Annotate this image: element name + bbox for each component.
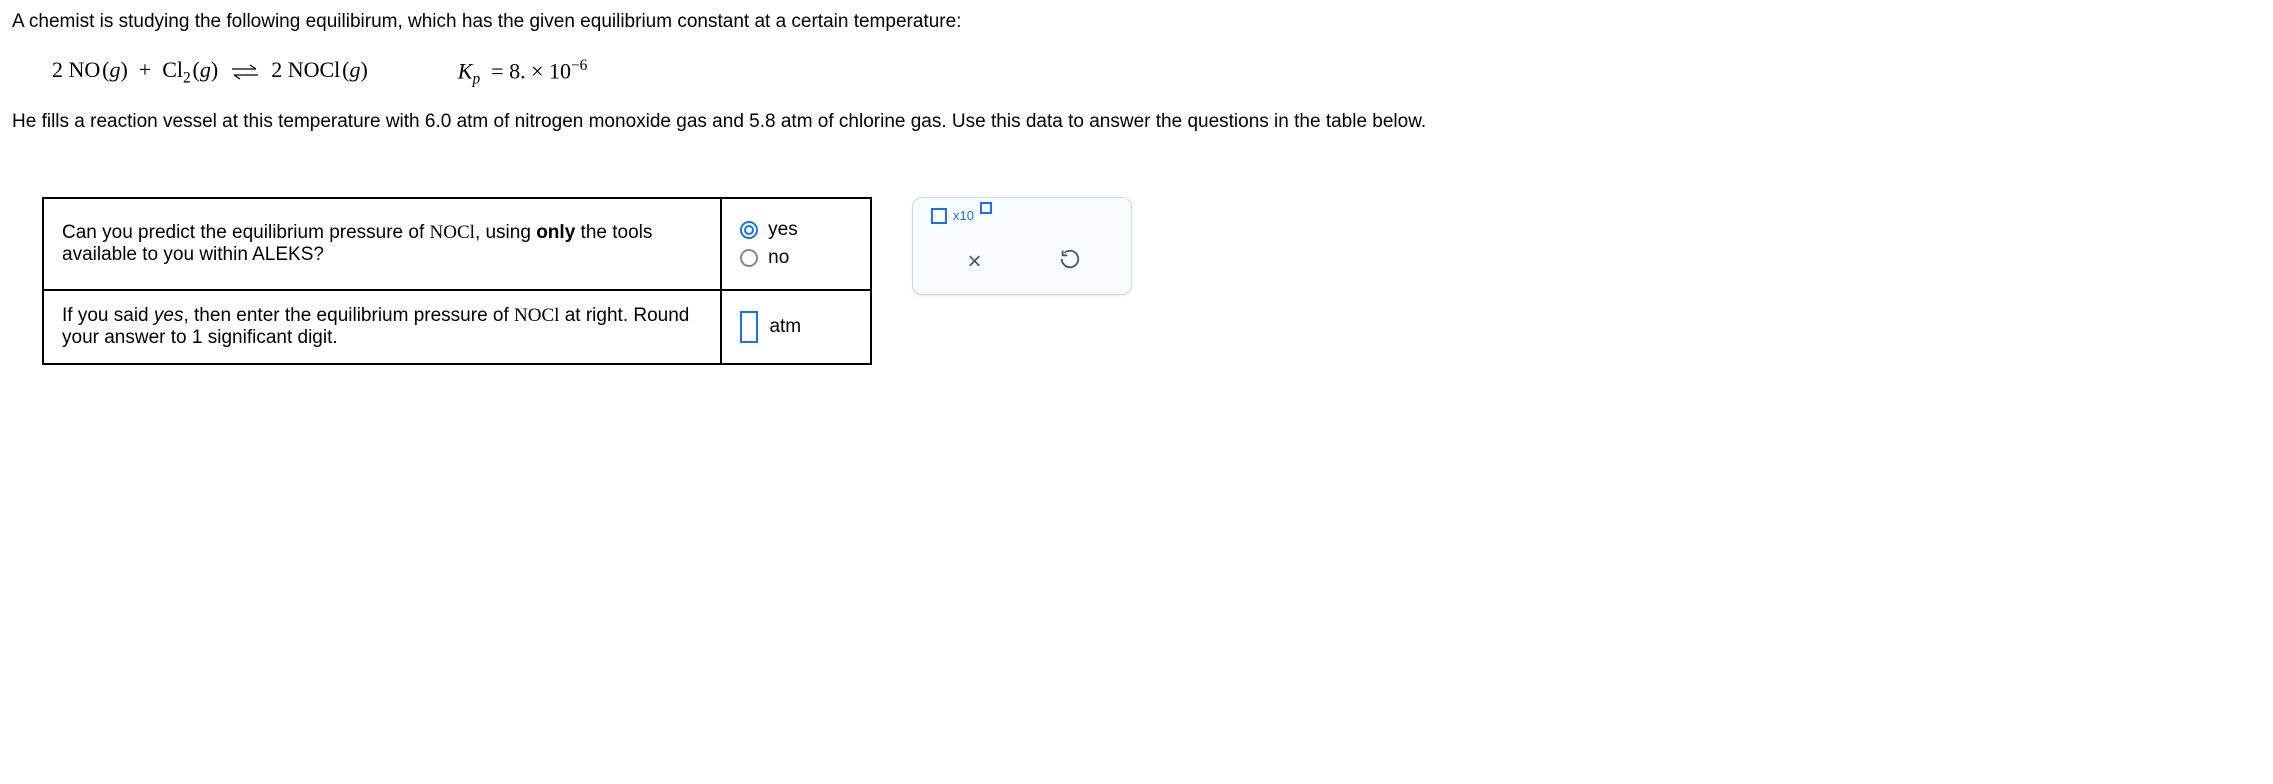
radio-yes[interactable]: [740, 221, 758, 239]
problem-statement: A chemist is studying the following equi…: [12, 8, 2261, 37]
problem-continuation: He fills a reaction vessel at this tempe…: [12, 108, 2261, 137]
problem-line-1: A chemist is studying the following equi…: [12, 11, 961, 32]
unit-label: atm: [769, 316, 801, 337]
mantissa-box-icon[interactable]: [931, 208, 947, 224]
close-icon: ×: [967, 248, 981, 276]
q2-text-pre: If you said: [62, 305, 154, 326]
coef-1: 2: [52, 57, 63, 82]
species-no: NO: [69, 57, 101, 82]
q1-text-pre: Can you predict the equilibrium pressure…: [62, 222, 430, 243]
q2-text-mid: , then enter the equilibrium pressure of: [183, 305, 514, 326]
q1-answer-cell: yes no: [721, 198, 871, 290]
q2-prompt-cell: If you said yes, then enter the equilibr…: [43, 290, 721, 364]
k-symbol: K: [458, 58, 473, 83]
species-cl: Cl: [162, 57, 183, 82]
q1-species: NOCl: [430, 222, 475, 243]
radio-no-label: no: [768, 247, 789, 269]
radio-yes-label: yes: [768, 219, 798, 241]
k-value: = 8. × 10: [491, 58, 571, 83]
q2-species: NOCl: [514, 305, 559, 326]
radio-row-yes[interactable]: yes: [740, 219, 852, 241]
input-toolbox: x10 ×: [912, 197, 1132, 295]
radio-row-no[interactable]: no: [740, 247, 852, 269]
k-subscript: p: [472, 70, 480, 87]
pressure-input[interactable]: [740, 311, 758, 343]
kp-expression: Kp = 8. × 10−6: [458, 57, 588, 89]
cl-subscript: 2: [183, 70, 191, 87]
plus-sign: +: [139, 57, 151, 82]
q2-answer-cell: atm: [721, 290, 871, 364]
question-table: Can you predict the equilibrium pressure…: [42, 197, 872, 365]
k-exponent: −6: [571, 57, 587, 74]
equation-row: 2 NO (g) + Cl2 (g) 2 NOCl (g) Kp = 8. × …: [52, 57, 2261, 89]
toolbox-sci-notation[interactable]: x10: [931, 208, 1117, 224]
problem-line-2: He fills a reaction vessel at this tempe…: [12, 111, 1426, 132]
q2-yes-italic: yes: [154, 305, 184, 326]
x10-label: x10: [953, 208, 974, 223]
phase-2: g: [200, 57, 211, 82]
answer-area: Can you predict the equilibrium pressure…: [42, 197, 2261, 365]
coef-2: 2: [271, 57, 282, 82]
clear-button[interactable]: ×: [957, 244, 993, 280]
q1-text-mid: , using: [475, 222, 536, 243]
species-nocl: NOCl: [288, 57, 341, 82]
reset-button[interactable]: [1052, 244, 1088, 280]
reset-icon: [1059, 248, 1081, 276]
radio-no[interactable]: [740, 249, 758, 267]
equilibrium-arrows-icon: [230, 62, 260, 82]
q1-only-bold: only: [536, 222, 575, 243]
phase-1: g: [109, 57, 120, 82]
phase-3: g: [349, 57, 360, 82]
q1-prompt-cell: Can you predict the equilibrium pressure…: [43, 198, 721, 290]
reaction-equation: 2 NO (g) + Cl2 (g) 2 NOCl (g): [52, 57, 368, 87]
exponent-box-icon[interactable]: [980, 202, 992, 214]
